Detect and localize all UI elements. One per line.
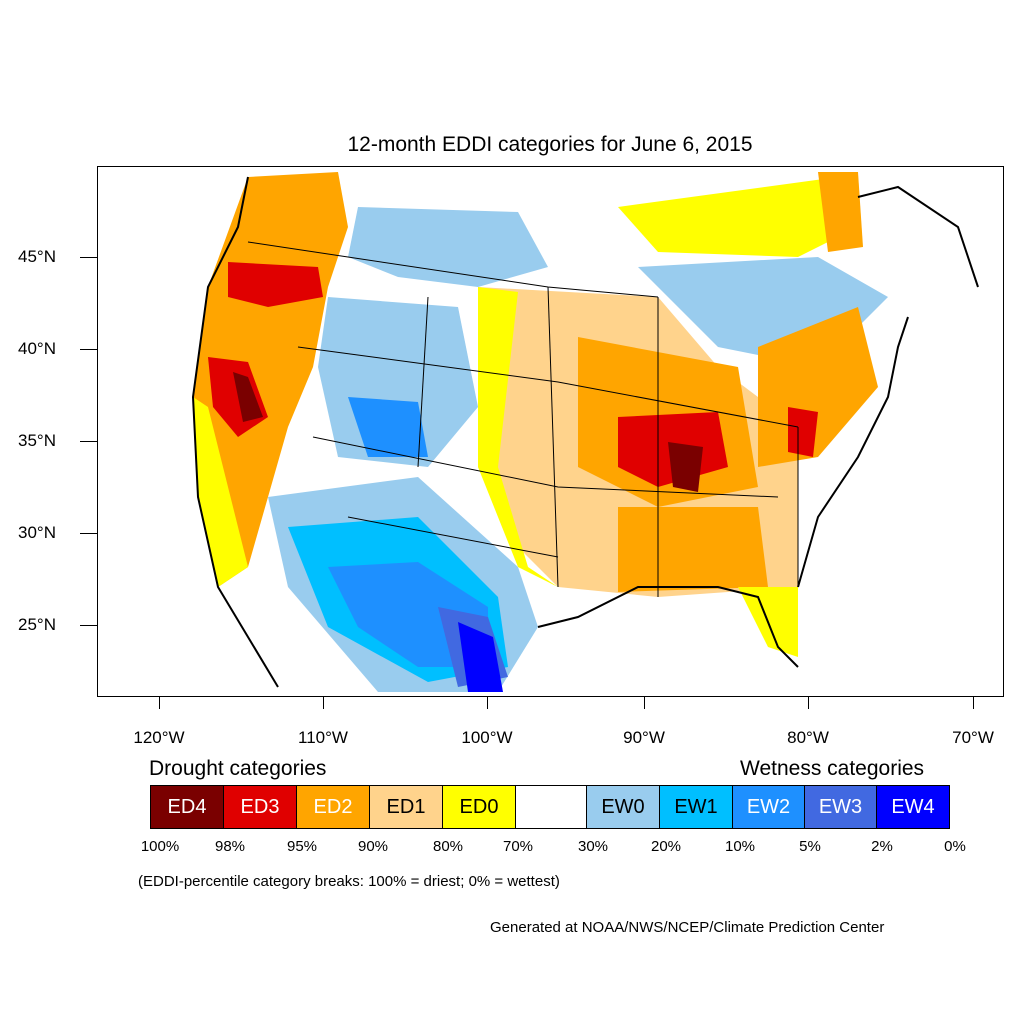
legend-normal	[515, 785, 587, 829]
legend-ew4: EW4	[876, 785, 950, 829]
percentile-note: (EDDI-percentile category breaks: 100% =…	[138, 873, 560, 890]
lat-tick-40	[80, 349, 97, 350]
lon-tick-100	[487, 697, 488, 709]
canada-northeast-ed2-area	[818, 172, 863, 252]
west-ed3-area	[228, 262, 323, 307]
pct-90: 90%	[357, 838, 389, 855]
lon-label-90: 90°W	[623, 728, 665, 747]
rockies-ew2-area	[348, 397, 428, 457]
central-ed0-edge	[478, 287, 558, 587]
lat-tick-30	[80, 533, 97, 534]
virginia-ed3-area	[788, 407, 818, 457]
legend-ew2: EW2	[732, 785, 805, 829]
coastline	[191, 176, 979, 688]
canada-north-ed0-area	[618, 177, 858, 257]
legend-ed1: ED1	[369, 785, 443, 829]
lon-tick-120	[159, 697, 160, 709]
lon-tick-80	[808, 697, 809, 709]
lat-label-25: 25°N	[18, 615, 56, 634]
lon-tick-110	[323, 697, 324, 709]
lat-label-30: 30°N	[18, 523, 56, 542]
texas-ew4-area	[458, 622, 503, 692]
lat-label-35: 35°N	[18, 431, 56, 450]
north-wet-area	[348, 207, 548, 287]
lon-label-120: 120°W	[133, 728, 185, 747]
lat-tick-25	[80, 625, 97, 626]
pct-80: 80%	[432, 838, 464, 855]
legend-ew3: EW3	[804, 785, 877, 829]
lat-tick-35	[80, 441, 97, 442]
legend-ed2: ED2	[296, 785, 370, 829]
conus-region	[193, 172, 888, 692]
pct-0: 0%	[944, 838, 966, 855]
lon-label-80: 80°W	[787, 728, 829, 747]
wetness-heading: Wetness categories	[740, 757, 925, 780]
pct-30: 30%	[577, 838, 609, 855]
legend-ed3: ED3	[223, 785, 297, 829]
drought-heading: Drought categories	[149, 757, 327, 780]
lat-label-45: 45°N	[18, 247, 56, 266]
pct-20: 20%	[650, 838, 682, 855]
legend-ew1: EW1	[659, 785, 733, 829]
legend-ed0: ED0	[442, 785, 516, 829]
lon-label-110: 110°W	[298, 728, 348, 747]
pct-100: 100%	[140, 838, 180, 855]
lon-tick-90	[644, 697, 645, 709]
lon-label-70: 70°W	[952, 728, 994, 747]
south-ed2-area	[618, 507, 768, 592]
pct-2: 2%	[871, 838, 893, 855]
lon-label-100: 100°W	[461, 728, 513, 747]
legend-ew0: EW0	[586, 785, 660, 829]
lat-tick-45	[80, 257, 97, 258]
west-coast-yellow-edge	[193, 397, 248, 587]
california-ed4-area	[233, 372, 263, 422]
eddi-map	[191, 172, 979, 692]
state-borders	[247, 241, 799, 597]
lon-tick-70	[973, 697, 974, 709]
pct-95: 95%	[286, 838, 318, 855]
legend-ed4: ED4	[150, 785, 224, 829]
pct-98: 98%	[214, 838, 246, 855]
lat-label-40: 40°N	[18, 339, 56, 358]
pct-10: 10%	[724, 838, 756, 855]
pct-5: 5%	[799, 838, 821, 855]
map-panel	[97, 166, 1004, 697]
kentucky-ed4-area	[668, 442, 703, 492]
pct-70: 70%	[502, 838, 534, 855]
credit-text: Generated at NOAA/NWS/NCEP/Climate Predi…	[490, 919, 885, 936]
map-title: 12-month EDDI categories for June 6, 201…	[347, 133, 753, 156]
